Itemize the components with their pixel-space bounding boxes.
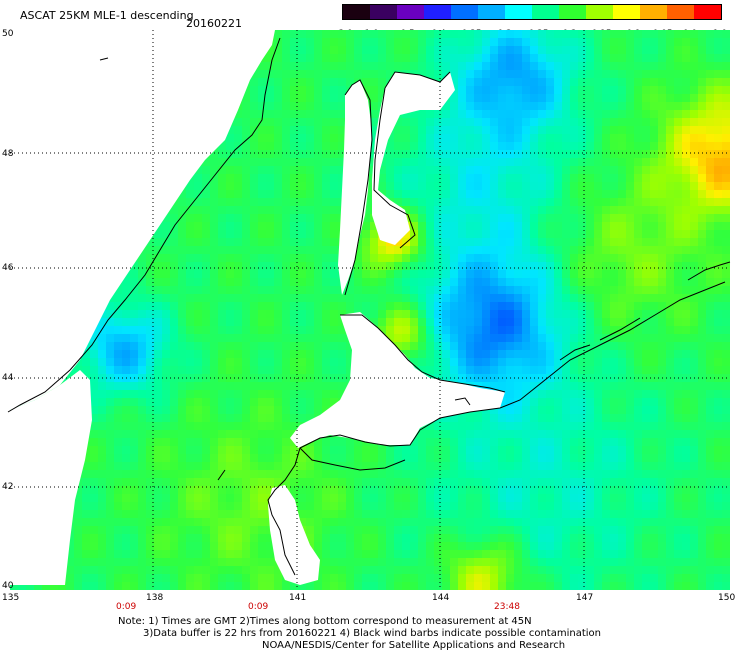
product-date: 20160221 (186, 17, 242, 30)
lon-label-138: 138 (146, 593, 164, 603)
colorbar-swatch (397, 5, 424, 19)
colorbar-swatch (451, 5, 478, 19)
colorbar-swatch (667, 5, 694, 19)
colorbar-swatch (343, 5, 370, 19)
lon-label-141: 141 (289, 593, 307, 603)
lat-label-42: 42 (2, 482, 14, 492)
land-mask (0, 30, 505, 585)
lat-label-50: 50 (2, 29, 14, 39)
lon-label-147: 147 (576, 593, 594, 603)
colorbar-swatch (424, 5, 451, 19)
colorbar-swatch (505, 5, 532, 19)
colorbar-swatch (586, 5, 613, 19)
colorbar-swatch (370, 5, 397, 19)
note-line-3: NOAA/NESDIS/Center for Satellite Applica… (262, 640, 566, 650)
note-line-2: 3)Data buffer is 22 hrs from 20160221 4)… (143, 628, 601, 639)
colorbar-swatch (694, 5, 721, 19)
time-label-1: 0:09 (116, 602, 137, 612)
lat-label-40: 40 (2, 581, 14, 591)
colorbar-swatch (613, 5, 640, 19)
colorbar (342, 4, 722, 20)
lon-label-144: 144 (432, 593, 450, 603)
note-line-1: Note: 1) Times are GMT 2)Times along bot… (118, 616, 532, 627)
lat-label-46: 46 (2, 263, 14, 273)
colorbar-swatch (478, 5, 505, 19)
coastlines (7, 37, 731, 576)
time-label-3: 23:48 (494, 602, 520, 612)
colorbar-swatch (532, 5, 559, 19)
graticule (10, 30, 728, 587)
product-title: ASCAT 25KM MLE-1 descending (20, 9, 194, 22)
lon-label-135: 135 (2, 593, 20, 603)
lon-label-150: 150 (718, 593, 736, 603)
lat-label-48: 48 (2, 149, 14, 159)
lat-label-44: 44 (2, 373, 14, 383)
colorbar-swatch (640, 5, 667, 19)
time-label-2: 0:09 (248, 602, 269, 612)
colorbar-swatch (559, 5, 586, 19)
